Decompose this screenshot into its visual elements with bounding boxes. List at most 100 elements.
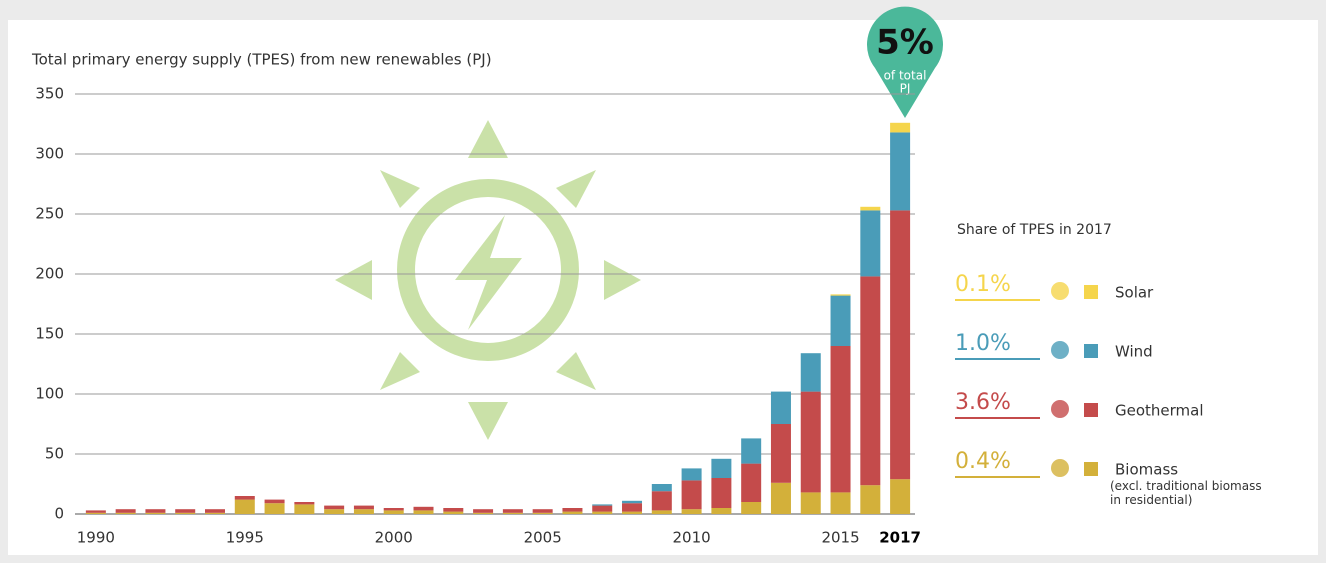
bar-segment	[145, 509, 166, 513]
bar-segment	[830, 294, 851, 296]
y-tick-label: 250	[35, 205, 64, 223]
bar-segment	[234, 496, 255, 500]
legend-icon	[1051, 400, 1069, 418]
legend-title: Share of TPES in 2017	[957, 222, 1112, 238]
bar-segment	[800, 353, 821, 392]
y-tick-label: 100	[35, 385, 64, 403]
legend-note: (excl. traditional biomass in residential…	[1110, 479, 1262, 507]
bar-segment	[711, 458, 732, 478]
bar-segment	[651, 510, 672, 514]
bar-segment	[115, 512, 136, 514]
bar-segment	[860, 276, 881, 486]
legend-swatch	[1084, 462, 1098, 476]
bar-segment	[860, 206, 881, 211]
legend-share: 3.6%	[955, 390, 1011, 415]
bar-segment	[890, 132, 911, 211]
bar-segment	[592, 505, 613, 512]
bar-segment	[145, 512, 166, 514]
y-tick-label: 50	[45, 445, 64, 463]
bar-segment	[592, 504, 613, 506]
bar-segment	[175, 512, 196, 514]
bar-segment	[770, 482, 791, 514]
bar-segment	[711, 478, 732, 508]
bar-segment	[383, 510, 404, 514]
bar-segment	[890, 122, 911, 133]
legend-icon	[1051, 341, 1069, 359]
legend-name: Wind	[1115, 343, 1153, 361]
bar-segment	[622, 503, 643, 512]
bar-segment	[324, 509, 345, 514]
bar-segment	[562, 511, 583, 514]
panel	[8, 20, 1318, 555]
bar-segment	[413, 506, 434, 511]
x-tick-label: 1990	[77, 529, 115, 547]
legend-swatch	[1084, 285, 1098, 299]
y-tick-label: 300	[35, 145, 64, 163]
bar-segment	[234, 499, 255, 514]
y-tick-label: 150	[35, 325, 64, 343]
bar-segment	[502, 512, 523, 514]
y-tick-label: 200	[35, 265, 64, 283]
bar-segment	[264, 499, 285, 504]
legend-name: Biomass	[1115, 461, 1178, 479]
legend-share: 0.1%	[955, 272, 1011, 297]
bar-segment	[473, 512, 494, 514]
bar-segment	[681, 480, 702, 510]
bar-segment	[592, 511, 613, 514]
bar-segment	[413, 510, 434, 514]
legend-swatch	[1084, 344, 1098, 358]
bar-segment	[770, 391, 791, 424]
x-tick-label: 2017	[879, 529, 921, 547]
bar-segment	[622, 500, 643, 504]
annotation-value: 5%	[876, 23, 934, 63]
x-tick-label: 2000	[375, 529, 413, 547]
bar-segment	[562, 508, 583, 512]
bar-segment	[622, 511, 643, 514]
bar-segment	[264, 503, 285, 514]
bar-segment	[443, 508, 464, 512]
legend-icon	[1051, 282, 1069, 300]
y-tick-label: 350	[35, 85, 64, 103]
bar-segment	[115, 509, 136, 513]
bar-segment	[681, 468, 702, 481]
bar-segment	[830, 295, 851, 346]
y-tick-label: 0	[54, 505, 64, 523]
bar-segment	[383, 508, 404, 511]
x-tick-label: 2010	[673, 529, 711, 547]
bar-segment	[294, 504, 315, 514]
bar-segment	[473, 509, 494, 513]
annotation-line: of total	[884, 69, 927, 83]
bar-segment	[353, 505, 374, 510]
legend-share: 1.0%	[955, 331, 1011, 356]
bar-segment	[830, 346, 851, 493]
bar-segment	[85, 512, 106, 514]
legend-icon	[1051, 459, 1069, 477]
bar-segment	[860, 210, 881, 277]
bar-segment	[532, 509, 553, 513]
x-tick-label: 1995	[226, 529, 264, 547]
chart-title: Total primary energy supply (TPES) from …	[31, 51, 492, 69]
x-tick-label: 2005	[524, 529, 562, 547]
legend-name: Geothermal	[1115, 402, 1204, 420]
legend-name: Solar	[1115, 284, 1154, 302]
legend-swatch	[1084, 403, 1098, 417]
bar-segment	[502, 509, 523, 513]
bar-segment	[890, 210, 911, 480]
bar-segment	[741, 502, 762, 514]
bar-segment	[294, 502, 315, 505]
bar-segment	[770, 424, 791, 483]
bar-segment	[830, 492, 851, 514]
bar-segment	[175, 509, 196, 513]
bar-segment	[800, 492, 821, 514]
sun-icon	[335, 120, 641, 440]
bar-segment	[205, 512, 225, 514]
bar-segment	[443, 511, 464, 514]
legend-share: 0.4%	[955, 449, 1011, 474]
bar-segment	[800, 391, 821, 493]
bar-segment	[532, 512, 553, 514]
annotation-line: PJ	[900, 82, 911, 96]
bar-segment	[324, 505, 345, 510]
bar-segment	[741, 463, 762, 502]
